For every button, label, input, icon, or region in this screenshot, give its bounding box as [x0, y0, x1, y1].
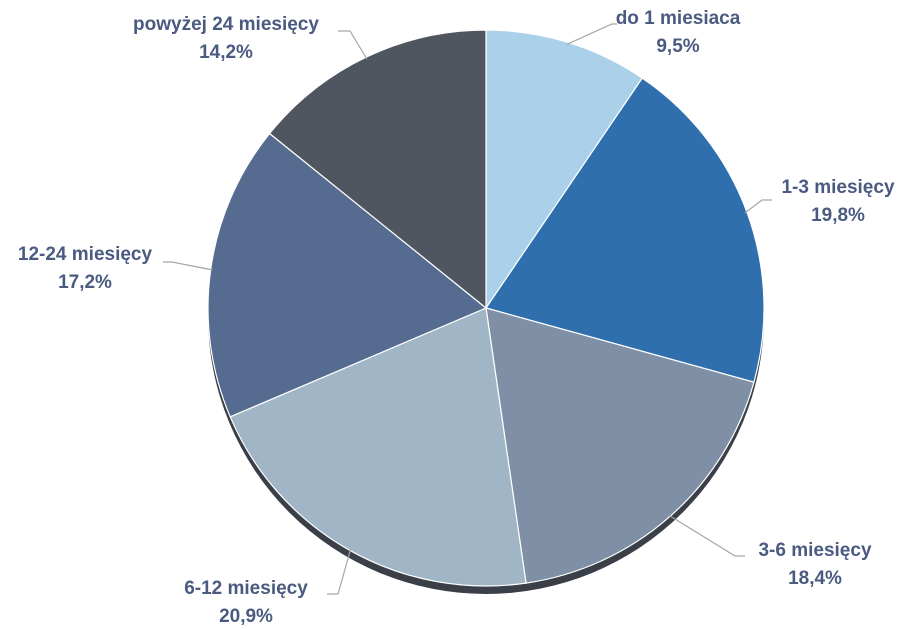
- leader-lines: [163, 23, 772, 595]
- slice-labels: do 1 miesiaca 9,5% 1-3 miesięcy 19,8% 3-6 mi…: [18, 8, 895, 627]
- leader-line-6: [338, 30, 368, 60]
- slice-label-4: 6-12 miesięcy: [184, 578, 308, 599]
- leader-line-1: [566, 23, 617, 45]
- leader-line-4: [327, 548, 352, 595]
- pie-slice-1: [485, 29, 644, 310]
- leader-line-5: [163, 261, 213, 271]
- slice-label-5: 12-24 miesięcy: [18, 244, 153, 265]
- slice-value-label-6: 14,2%: [199, 42, 253, 63]
- slice-label-6: powyżej 24 miesięcy: [133, 14, 319, 35]
- pie-slices: [207, 29, 765, 587]
- leader-line-2: [744, 199, 772, 214]
- slice-label-2: 1-3 miesięcy: [781, 177, 894, 198]
- leader-line-3: [668, 514, 745, 557]
- slice-label-1: do 1 miesiaca: [616, 8, 741, 29]
- slice-value-label-3: 18,4%: [788, 568, 842, 589]
- slice-value-label-4: 20,9%: [219, 606, 273, 627]
- slice-label-3: 3-6 miesięcy: [758, 540, 871, 561]
- slice-value-label-1: 9,5%: [656, 36, 699, 57]
- slice-value-label-2: 19,8%: [811, 205, 865, 226]
- slice-value-label-5: 17,2%: [58, 272, 112, 293]
